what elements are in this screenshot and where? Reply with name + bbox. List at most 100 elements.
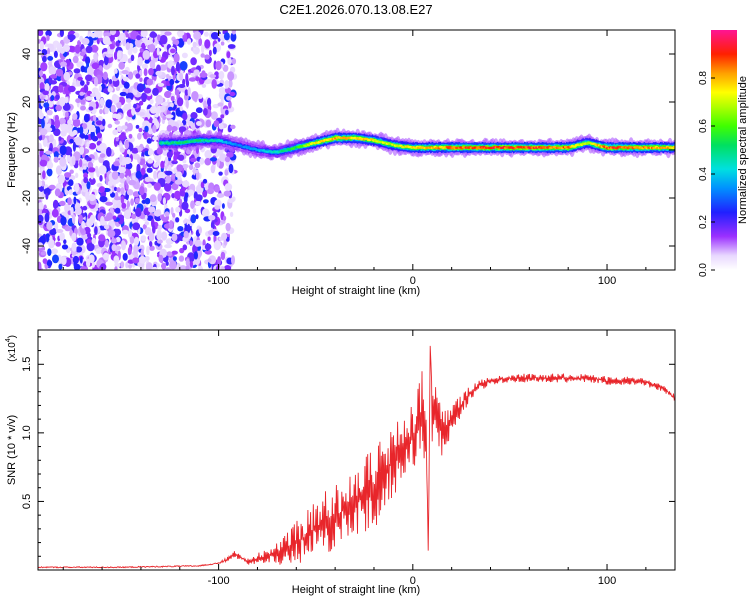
noise-speckle — [231, 30, 236, 35]
noise-speckle — [48, 66, 57, 76]
noise-speckle — [50, 95, 55, 101]
noise-speckle — [38, 179, 43, 188]
noise-speckle — [38, 132, 41, 137]
noise-speckle — [218, 87, 226, 95]
noise-speckle — [85, 56, 91, 65]
noise-speckle — [172, 212, 176, 218]
noise-speckle — [213, 120, 220, 128]
noise-speckle — [110, 104, 116, 114]
noise-speckle — [121, 240, 126, 251]
noise-speckle — [114, 120, 120, 125]
noise-speckle — [99, 153, 106, 159]
noise-speckle — [79, 256, 83, 264]
noise-speckle — [88, 142, 97, 150]
noise-speckle — [46, 161, 54, 169]
noise-speckle — [200, 181, 205, 189]
noise-speckle — [38, 70, 44, 77]
noise-speckle — [164, 170, 173, 176]
noise-speckle — [60, 61, 67, 67]
noise-speckle — [156, 231, 162, 241]
noise-speckle — [88, 106, 94, 111]
noise-speckle — [58, 263, 63, 270]
noise-speckle — [72, 78, 77, 83]
noise-speckle — [47, 56, 54, 61]
noise-speckle — [114, 228, 121, 236]
noise-speckle — [67, 119, 72, 126]
noise-speckle — [201, 208, 210, 218]
noise-speckle — [152, 124, 157, 134]
noise-speckle — [59, 200, 66, 206]
noise-speckle — [104, 239, 109, 248]
noise-speckle — [208, 49, 212, 57]
noise-speckle — [98, 85, 102, 92]
noise-speckle — [60, 216, 67, 226]
noise-speckle — [136, 35, 142, 41]
noise-speckle — [38, 233, 42, 238]
noise-speckle — [209, 157, 218, 162]
noise-speckle — [198, 38, 203, 46]
noise-speckle — [227, 198, 235, 204]
noise-speckle — [224, 169, 229, 176]
noise-speckle — [114, 266, 118, 270]
noise-speckle — [60, 123, 69, 130]
noise-speckle — [59, 145, 67, 156]
noise-speckle — [39, 40, 44, 51]
noise-speckle — [75, 246, 83, 253]
noise-speckle — [55, 104, 62, 112]
spectrogram-ytick-label: 20 — [21, 96, 33, 108]
noise-speckle — [128, 133, 133, 139]
noise-speckle — [147, 183, 153, 188]
noise-speckle — [141, 92, 147, 103]
noise-speckle — [170, 48, 176, 54]
noise-speckle — [116, 101, 122, 109]
noise-speckle — [113, 68, 118, 74]
noise-speckle — [165, 73, 170, 79]
noise-speckle — [55, 241, 61, 247]
noise-speckle — [71, 214, 76, 224]
noise-speckle — [85, 96, 93, 101]
noise-speckle — [153, 209, 162, 217]
noise-speckle — [137, 132, 142, 140]
noise-speckle — [98, 186, 106, 193]
noise-speckle — [226, 95, 232, 101]
noise-speckle — [148, 206, 156, 213]
noise-speckle — [83, 84, 89, 94]
noise-speckle — [144, 221, 150, 226]
snr-ylabel: SNR (10 * v/v) — [6, 415, 18, 485]
noise-speckle — [178, 126, 187, 132]
noise-speckle — [71, 155, 76, 166]
noise-speckle — [223, 190, 231, 197]
noise-speckle — [110, 238, 118, 244]
noise-speckle — [209, 74, 216, 79]
noise-speckle — [189, 260, 193, 268]
noise-speckle — [161, 262, 167, 270]
noise-speckle — [132, 46, 138, 54]
noise-speckle — [88, 167, 96, 173]
noise-speckle — [107, 86, 114, 93]
noise-speckle — [110, 192, 116, 198]
noise-speckle — [91, 158, 95, 164]
noise-speckle — [185, 99, 189, 109]
noise-speckle — [42, 90, 49, 96]
noise-speckle — [130, 54, 135, 61]
noise-speckle — [102, 71, 108, 81]
noise-speckle — [158, 54, 162, 60]
noise-speckle — [138, 100, 144, 106]
noise-speckle — [122, 229, 129, 235]
noise-speckle — [38, 142, 42, 151]
noise-speckle — [153, 182, 161, 191]
noise-speckle — [208, 214, 216, 221]
noise-speckle — [115, 95, 120, 103]
spectrogram-xtick-label: -100 — [208, 275, 230, 287]
noise-speckle — [64, 172, 72, 178]
noise-speckle — [47, 248, 52, 256]
noise-speckle — [45, 150, 53, 155]
noise-speckle — [55, 68, 64, 77]
noise-speckle — [172, 39, 180, 46]
noise-speckle — [139, 111, 145, 116]
noise-speckle — [135, 124, 140, 129]
noise-speckle — [80, 265, 88, 270]
noise-speckle — [190, 112, 198, 120]
noise-speckle — [167, 106, 173, 111]
noise-speckle — [94, 226, 98, 236]
